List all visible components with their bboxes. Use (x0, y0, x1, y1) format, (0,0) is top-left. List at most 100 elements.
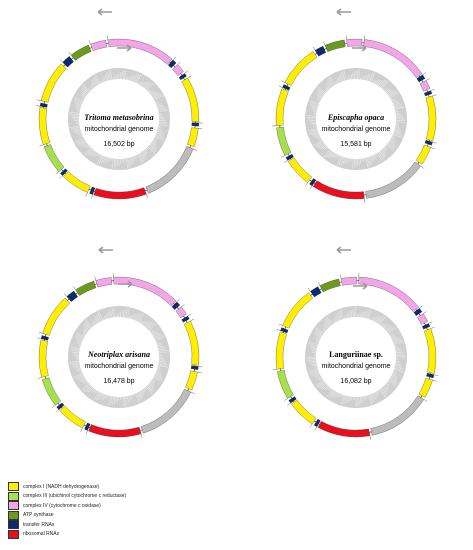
legend-swatch (8, 501, 19, 511)
gene-boundary-tick (198, 128, 203, 130)
gene-segment-cox (172, 64, 184, 76)
gc-skew-tick (75, 131, 82, 134)
gene-segment-nad (418, 377, 433, 398)
gc-skew-tick (355, 159, 357, 167)
gc-skew-tick (355, 307, 357, 318)
gc-skew-tick (76, 339, 83, 343)
gc-skew-tick (131, 156, 134, 163)
gc-skew-tick (385, 383, 389, 387)
gc-skew-tick (348, 76, 350, 80)
genome-map-episcapha (272, 35, 437, 203)
genome-length: 16,082 bp (340, 378, 371, 385)
gc-skew-tick (395, 120, 405, 122)
gc-skew-tick (394, 106, 405, 110)
gc-skew-tick (78, 346, 81, 348)
gc-skew-tick (368, 73, 372, 82)
gene-segment-nad (424, 328, 437, 374)
gc-skew-tick (369, 394, 374, 404)
gc-skew-tick (337, 393, 341, 398)
gc-skew-tick (327, 79, 333, 87)
gc-skew-tick (134, 155, 137, 159)
gc-skew-tick (136, 313, 141, 322)
gc-skew-tick (394, 346, 398, 348)
gc-skew-tick (385, 145, 388, 148)
gc-skew-tick (91, 324, 94, 327)
gc-skew-tick (125, 77, 127, 80)
gc-skew-tick (127, 158, 130, 167)
gene-boundary-tick (55, 171, 59, 175)
gc-skew-tick (96, 390, 99, 393)
genome-subtitle: mitochondrial genome (85, 126, 154, 133)
gene-segment-trna (190, 365, 199, 370)
gc-skew-tick (369, 156, 373, 164)
gc-skew-tick (324, 321, 330, 328)
gc-skew-tick (380, 80, 387, 88)
gc-skew-tick (354, 72, 355, 80)
gc-skew-tick (117, 396, 118, 402)
gc-skew-tick (76, 109, 80, 111)
gc-skew-tick (320, 144, 326, 149)
gc-skew-tick (369, 72, 374, 82)
gc-skew-tick (308, 341, 319, 345)
genome-subtitle: mitochondrial genome (85, 363, 154, 370)
gc-skew-tick (149, 329, 152, 332)
gc-skew-tick (358, 158, 360, 165)
gene-segment-nad (63, 171, 91, 193)
gc-skew-tick (366, 309, 370, 319)
gc-skew-tick (395, 348, 401, 351)
gc-skew-tick (142, 321, 146, 325)
gc-skew-tick (95, 152, 99, 157)
gc-skew-tick (125, 158, 128, 169)
gc-skew-tick (395, 112, 400, 114)
gene-boundary-tick (36, 105, 41, 107)
gc-skew-tick (315, 367, 318, 369)
gc-skew-tick (332, 391, 337, 398)
gc-skew-tick (139, 390, 144, 397)
gc-skew-tick (111, 158, 113, 161)
gc-skew-tick (94, 389, 97, 393)
gc-skew-tick (158, 359, 165, 361)
gc-skew-tick (144, 321, 149, 327)
gc-skew-tick (381, 323, 384, 327)
gene-boundary-tick (422, 72, 427, 75)
gc-skew-tick (110, 309, 113, 318)
gc-skew-tick (156, 370, 162, 373)
gc-skew-tick (395, 109, 398, 111)
gc-skew-tick (133, 393, 136, 397)
gene-boundary-tick (432, 141, 437, 144)
gc-skew-tick (82, 87, 89, 94)
gc-skew-tick (318, 143, 325, 149)
gene-segment-rrna (317, 421, 371, 438)
gc-skew-tick (133, 74, 138, 83)
gc-skew-tick (316, 375, 321, 379)
gc-skew-tick (157, 105, 165, 109)
gene-boundary-tick (278, 323, 283, 326)
gc-skew-tick (322, 330, 325, 333)
gc-skew-tick (128, 316, 130, 319)
gc-skew-tick (393, 369, 404, 373)
gc-skew-tick (151, 330, 155, 334)
gene-segment-nad (425, 95, 437, 142)
gene-segment-trna (426, 372, 435, 379)
gc-skew-tick (121, 158, 123, 163)
gc-skew-tick (310, 103, 319, 107)
gc-skew-tick (151, 380, 155, 384)
gene-segment-cox (363, 39, 423, 78)
gc-skew-tick (391, 99, 396, 102)
gc-skew-tick (388, 91, 397, 97)
gc-skew-tick (371, 80, 374, 83)
gc-skew-tick (76, 138, 85, 144)
gene-boundary-tick (107, 35, 109, 40)
gc-skew-tick (332, 320, 336, 324)
gene-segment-nad (59, 405, 86, 429)
gc-skew-tick (309, 120, 317, 121)
gene-segment-nad (38, 339, 49, 378)
gene-segment-cox (95, 277, 113, 288)
gc-skew-tick (391, 137, 395, 140)
gc-skew-tick (112, 396, 114, 405)
legend-label: complex III (ubichinol cytochrome c redu… (23, 493, 127, 500)
gene-boundary-tick (317, 281, 321, 286)
gene-boundary-tick (281, 155, 285, 158)
gc-skew-tick (81, 383, 90, 391)
legend-label: ribosomal RNAs (23, 531, 60, 538)
